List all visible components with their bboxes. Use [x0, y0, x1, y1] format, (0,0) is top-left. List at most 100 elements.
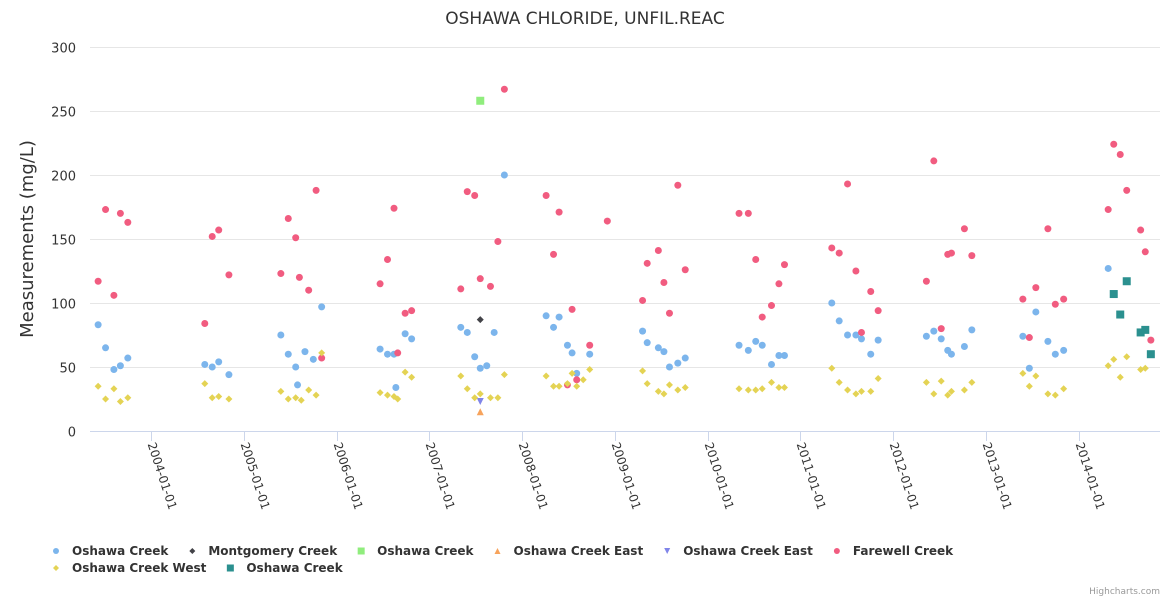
y-tick-label: 150: [51, 234, 76, 249]
data-point: [376, 389, 384, 397]
data-point: [476, 364, 484, 372]
data-point: [457, 285, 465, 293]
data-point: [225, 395, 233, 403]
legend-label[interactable]: Oshawa Creek: [72, 544, 169, 558]
legend-symbol-icon: [833, 548, 840, 554]
data-point: [586, 366, 594, 374]
data-point: [643, 339, 651, 347]
data-point: [767, 360, 775, 368]
data-point: [968, 378, 976, 386]
data-point: [563, 380, 571, 388]
data-point: [542, 191, 550, 199]
data-point: [110, 385, 118, 393]
data-point: [124, 354, 132, 362]
data-point: [874, 307, 882, 315]
y-tick-label: 250: [51, 106, 76, 121]
legend-label[interactable]: Farewell Creek: [853, 544, 954, 558]
data-point: [401, 368, 409, 376]
data-point: [930, 327, 938, 335]
data-point: [573, 369, 581, 377]
data-point: [295, 273, 303, 281]
legend-label[interactable]: Montgomery Creek: [208, 544, 338, 558]
data-point: [124, 394, 132, 402]
legend-label[interactable]: Oshawa Creek East: [514, 544, 644, 558]
legend-item[interactable]: Oshawa Creek: [53, 544, 169, 558]
credits-link[interactable]: Highcharts.com: [1089, 587, 1160, 597]
legend-item[interactable]: Farewell Creek: [833, 544, 954, 558]
data-point: [568, 349, 576, 357]
data-point: [476, 398, 484, 406]
data-point: [1116, 373, 1124, 381]
data-point: [944, 391, 952, 399]
y-gridlines: [90, 47, 1160, 368]
data-point: [968, 326, 976, 334]
data-point: [494, 238, 502, 246]
data-point: [500, 171, 508, 179]
data-point: [922, 378, 930, 386]
legend-symbol-icon: [53, 548, 59, 554]
legend-item[interactable]: Montgomery Creek: [189, 544, 338, 558]
data-point: [1122, 277, 1131, 286]
data-point: [665, 381, 673, 389]
data-point: [937, 335, 945, 343]
data-point: [116, 209, 124, 217]
data-point: [660, 390, 668, 398]
legend-label[interactable]: Oshawa Creek West: [72, 561, 207, 575]
data-point: [408, 373, 416, 381]
data-point: [394, 349, 402, 357]
legend-label[interactable]: Oshawa Creek: [246, 561, 343, 575]
data-point: [1019, 295, 1027, 303]
data-point: [225, 271, 233, 279]
legend-item[interactable]: Oshawa Creek: [357, 544, 475, 558]
data-point: [874, 375, 882, 383]
data-point: [486, 282, 494, 290]
data-point: [744, 386, 752, 394]
data-point: [922, 332, 930, 340]
y-tick-label: 200: [51, 170, 76, 185]
data-point: [401, 309, 409, 317]
legend-label[interactable]: Oshawa Creek East: [683, 544, 813, 558]
data-point: [960, 225, 968, 233]
data-point: [681, 383, 689, 391]
legend-label[interactable]: Oshawa Creek: [377, 544, 474, 558]
y-tick-label: 50: [59, 362, 76, 377]
legend-item[interactable]: Oshawa Creek East: [494, 544, 644, 558]
data-point: [555, 382, 563, 390]
data-point: [1123, 186, 1131, 194]
data-point: [102, 395, 110, 403]
data-point: [208, 232, 216, 240]
data-point: [542, 372, 550, 380]
data-point: [1137, 226, 1145, 234]
data-point: [550, 323, 558, 331]
data-point: [201, 360, 209, 368]
data-point: [1032, 308, 1040, 316]
data-point: [277, 331, 285, 339]
data-point: [665, 363, 673, 371]
data-point: [568, 305, 576, 313]
data-point: [758, 313, 766, 321]
data-point: [401, 330, 409, 338]
data-point: [758, 341, 766, 349]
data-point: [94, 382, 102, 390]
data-point: [654, 247, 662, 255]
data-point: [835, 249, 843, 257]
data-point: [318, 354, 326, 362]
data-point: [555, 208, 563, 216]
data-point: [937, 325, 945, 333]
data-point: [201, 380, 209, 388]
data-point: [780, 351, 788, 359]
data-point: [674, 359, 682, 367]
legend-item[interactable]: Oshawa Creek West: [53, 561, 207, 575]
data-point: [930, 390, 938, 398]
data-point: [476, 408, 484, 416]
data-point: [852, 331, 860, 339]
data-point: [1104, 362, 1112, 370]
legend-item[interactable]: Oshawa Creek: [226, 561, 344, 575]
data-point: [665, 309, 673, 317]
data-point: [828, 364, 836, 372]
legend-item[interactable]: Oshawa Creek East: [664, 544, 813, 558]
data-point: [1019, 369, 1027, 377]
data-point: [947, 350, 955, 358]
data-point: [471, 191, 479, 199]
